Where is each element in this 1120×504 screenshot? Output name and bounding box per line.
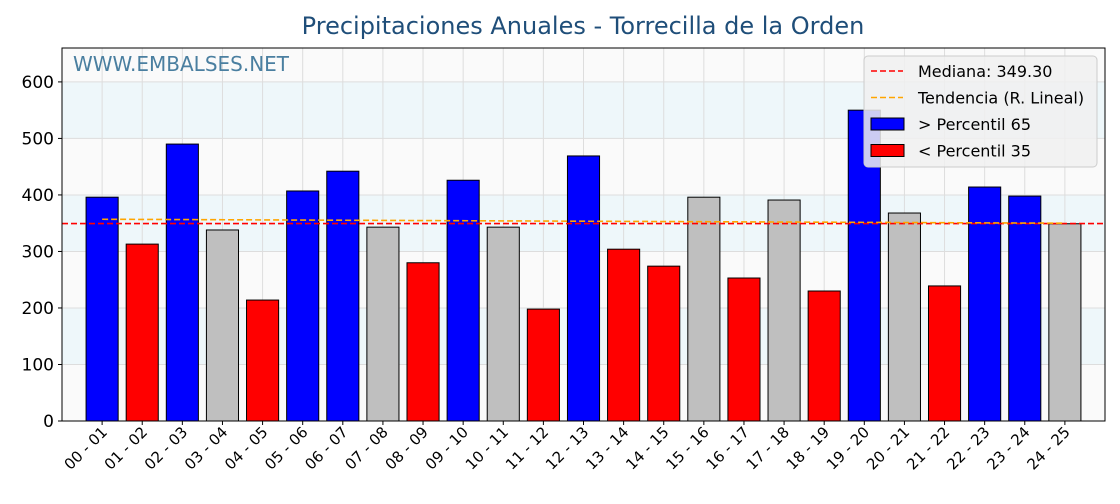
y-tick-label: 500 — [22, 129, 54, 149]
x-tick-label: 18 - 19 — [783, 423, 833, 473]
x-tick-label: 01 - 02 — [101, 423, 151, 473]
bar-03-04 — [205, 229, 240, 422]
bar-20-21 — [887, 212, 921, 422]
x-tick-label: 05 - 06 — [261, 423, 311, 473]
x-tick-label: 04 - 05 — [221, 423, 271, 473]
y-tick-label: 100 — [22, 355, 54, 375]
x-tick-label: 19 - 20 — [823, 423, 873, 473]
x-tick-label: 11 - 12 — [502, 423, 552, 473]
bar-23-24 — [1008, 195, 1042, 422]
bar-17-18 — [767, 199, 801, 422]
legend-box — [863, 55, 1098, 168]
x-tick-label: 07 - 08 — [341, 423, 391, 473]
x-tick-label: 14 - 15 — [622, 423, 672, 473]
x-tick-label: 16 - 17 — [702, 423, 752, 473]
bar-21-22 — [927, 285, 962, 422]
bar-06-07 — [326, 170, 360, 422]
watermark: WWW.EMBALSES.NET — [73, 52, 290, 76]
bar-12-13 — [566, 155, 601, 422]
bar-15-16 — [687, 196, 721, 422]
x-tick-label: 10 - 11 — [462, 423, 512, 473]
x-tick-label: 21 - 22 — [903, 423, 953, 473]
y-tick-label: 300 — [22, 242, 54, 262]
bar-22-23 — [968, 186, 1002, 422]
y-tick-label: 200 — [22, 299, 54, 319]
x-tick-label: 17 - 18 — [743, 423, 793, 473]
x-tick-label: 02 - 03 — [141, 423, 191, 473]
y-tick-label: 0 — [43, 412, 54, 432]
x-tick-label: 13 - 14 — [582, 423, 632, 473]
bar-04-05 — [246, 299, 280, 422]
bar-07-08 — [366, 226, 400, 422]
legend-trend-label: Tendencia (R. Lineal) — [917, 89, 1084, 108]
x-tick-label: 20 - 21 — [863, 423, 913, 473]
legend-high-swatch — [870, 117, 905, 131]
bar-00-01 — [85, 196, 119, 422]
legend-low-label: < Percentil 35 — [918, 142, 1031, 161]
bar-18-19 — [807, 290, 841, 422]
y-tick-label: 400 — [22, 186, 54, 206]
x-tick-label: 22 - 23 — [943, 423, 993, 473]
trend-line — [102, 218, 1065, 224]
bar-08-09 — [406, 262, 440, 422]
x-tick-label: 00 - 01 — [61, 423, 111, 473]
x-tick-label: 08 - 09 — [382, 423, 432, 473]
bar-11-12 — [526, 308, 560, 422]
x-tick-label: 09 - 10 — [422, 423, 472, 473]
x-tick-label: 03 - 04 — [181, 423, 231, 473]
x-tick-label: 24 - 25 — [1023, 423, 1073, 473]
legend-high-label: > Percentil 65 — [918, 115, 1031, 134]
bar-13-14 — [607, 248, 641, 422]
y-tick-label: 600 — [22, 73, 54, 93]
legend-low-swatch — [870, 144, 905, 157]
chart-title: Precipitaciones Anuales - Torrecilla de … — [302, 12, 865, 40]
legend-median-label: Mediana: 349.30 — [918, 62, 1052, 81]
bar-05-06 — [286, 190, 320, 422]
bar-24-25 — [1048, 223, 1082, 422]
bar-10-11 — [486, 226, 520, 422]
bar-02-03 — [165, 143, 199, 422]
x-tick-label: 23 - 24 — [983, 423, 1033, 473]
bar-01-02 — [125, 243, 159, 422]
bar-14-15 — [647, 265, 681, 422]
bar-16-17 — [727, 277, 761, 422]
x-tick-label: 15 - 16 — [662, 423, 712, 473]
x-tick-label: 06 - 07 — [301, 423, 351, 473]
x-tick-label: 12 - 13 — [542, 423, 592, 473]
bar-09-10 — [446, 179, 480, 422]
